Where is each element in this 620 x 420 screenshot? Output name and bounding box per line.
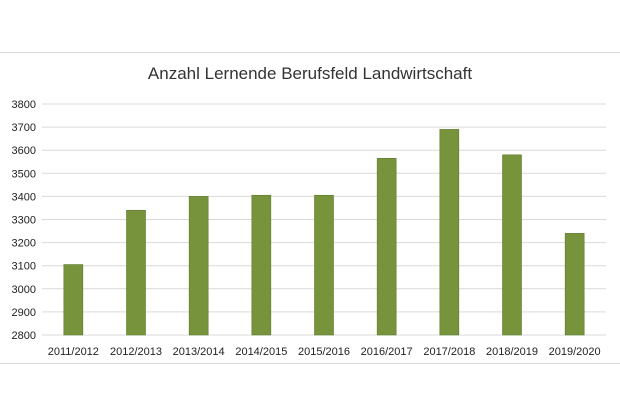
bar-2017/2018: [439, 129, 460, 336]
y-tick-label: 3000: [12, 284, 36, 296]
y-tick-label: 2900: [12, 307, 36, 319]
x-axis: 2011/2012 2012/2013 2013/2014 2014/2015 2015…: [48, 346, 601, 358]
bar-2014/2015: [251, 194, 272, 336]
y-tick-label: 3700: [12, 122, 36, 134]
x-tick-label: 2015/2016: [298, 346, 350, 358]
y-tick-label: 3800: [12, 99, 36, 111]
x-tick-label: 2018/2019: [486, 346, 538, 358]
bar-2013/2014: [188, 196, 209, 336]
y-tick-label: 3500: [12, 168, 36, 180]
x-tick-label: 2014/2015: [235, 346, 287, 358]
bar-2016/2017: [376, 157, 397, 336]
bar-2011/2012: [63, 264, 84, 336]
bar-2019/2020: [564, 233, 585, 336]
y-tick-label: 3600: [12, 145, 36, 157]
bar-2018/2019: [502, 154, 522, 336]
y-tick-label: 3400: [12, 191, 36, 203]
chart-area: [0, 52, 620, 364]
bars: [63, 129, 585, 336]
x-tick-label: 2019/2020: [549, 346, 601, 358]
y-tick-label: 2800: [12, 330, 36, 342]
y-tick-label: 3200: [12, 238, 36, 250]
y-tick-label: 3100: [12, 261, 36, 273]
y-tick-label: 3300: [12, 215, 36, 227]
x-tick-label: 2013/2014: [173, 346, 225, 358]
chart-title: Anzahl Lernende Berufsfeld Landwirtschaf…: [147, 64, 473, 83]
x-tick-label: 2012/2013: [110, 346, 162, 358]
x-tick-label: 2016/2017: [361, 346, 413, 358]
x-tick-label: 2011/2012: [48, 346, 99, 358]
x-tick-label: 2017/2018: [423, 346, 475, 358]
y-axis: 2800 2900 3000 3100 3200 3300 3400 3500 3600 3700…: [12, 99, 36, 342]
bar-2012/2013: [126, 209, 146, 336]
bar-2015/2016: [314, 194, 334, 336]
